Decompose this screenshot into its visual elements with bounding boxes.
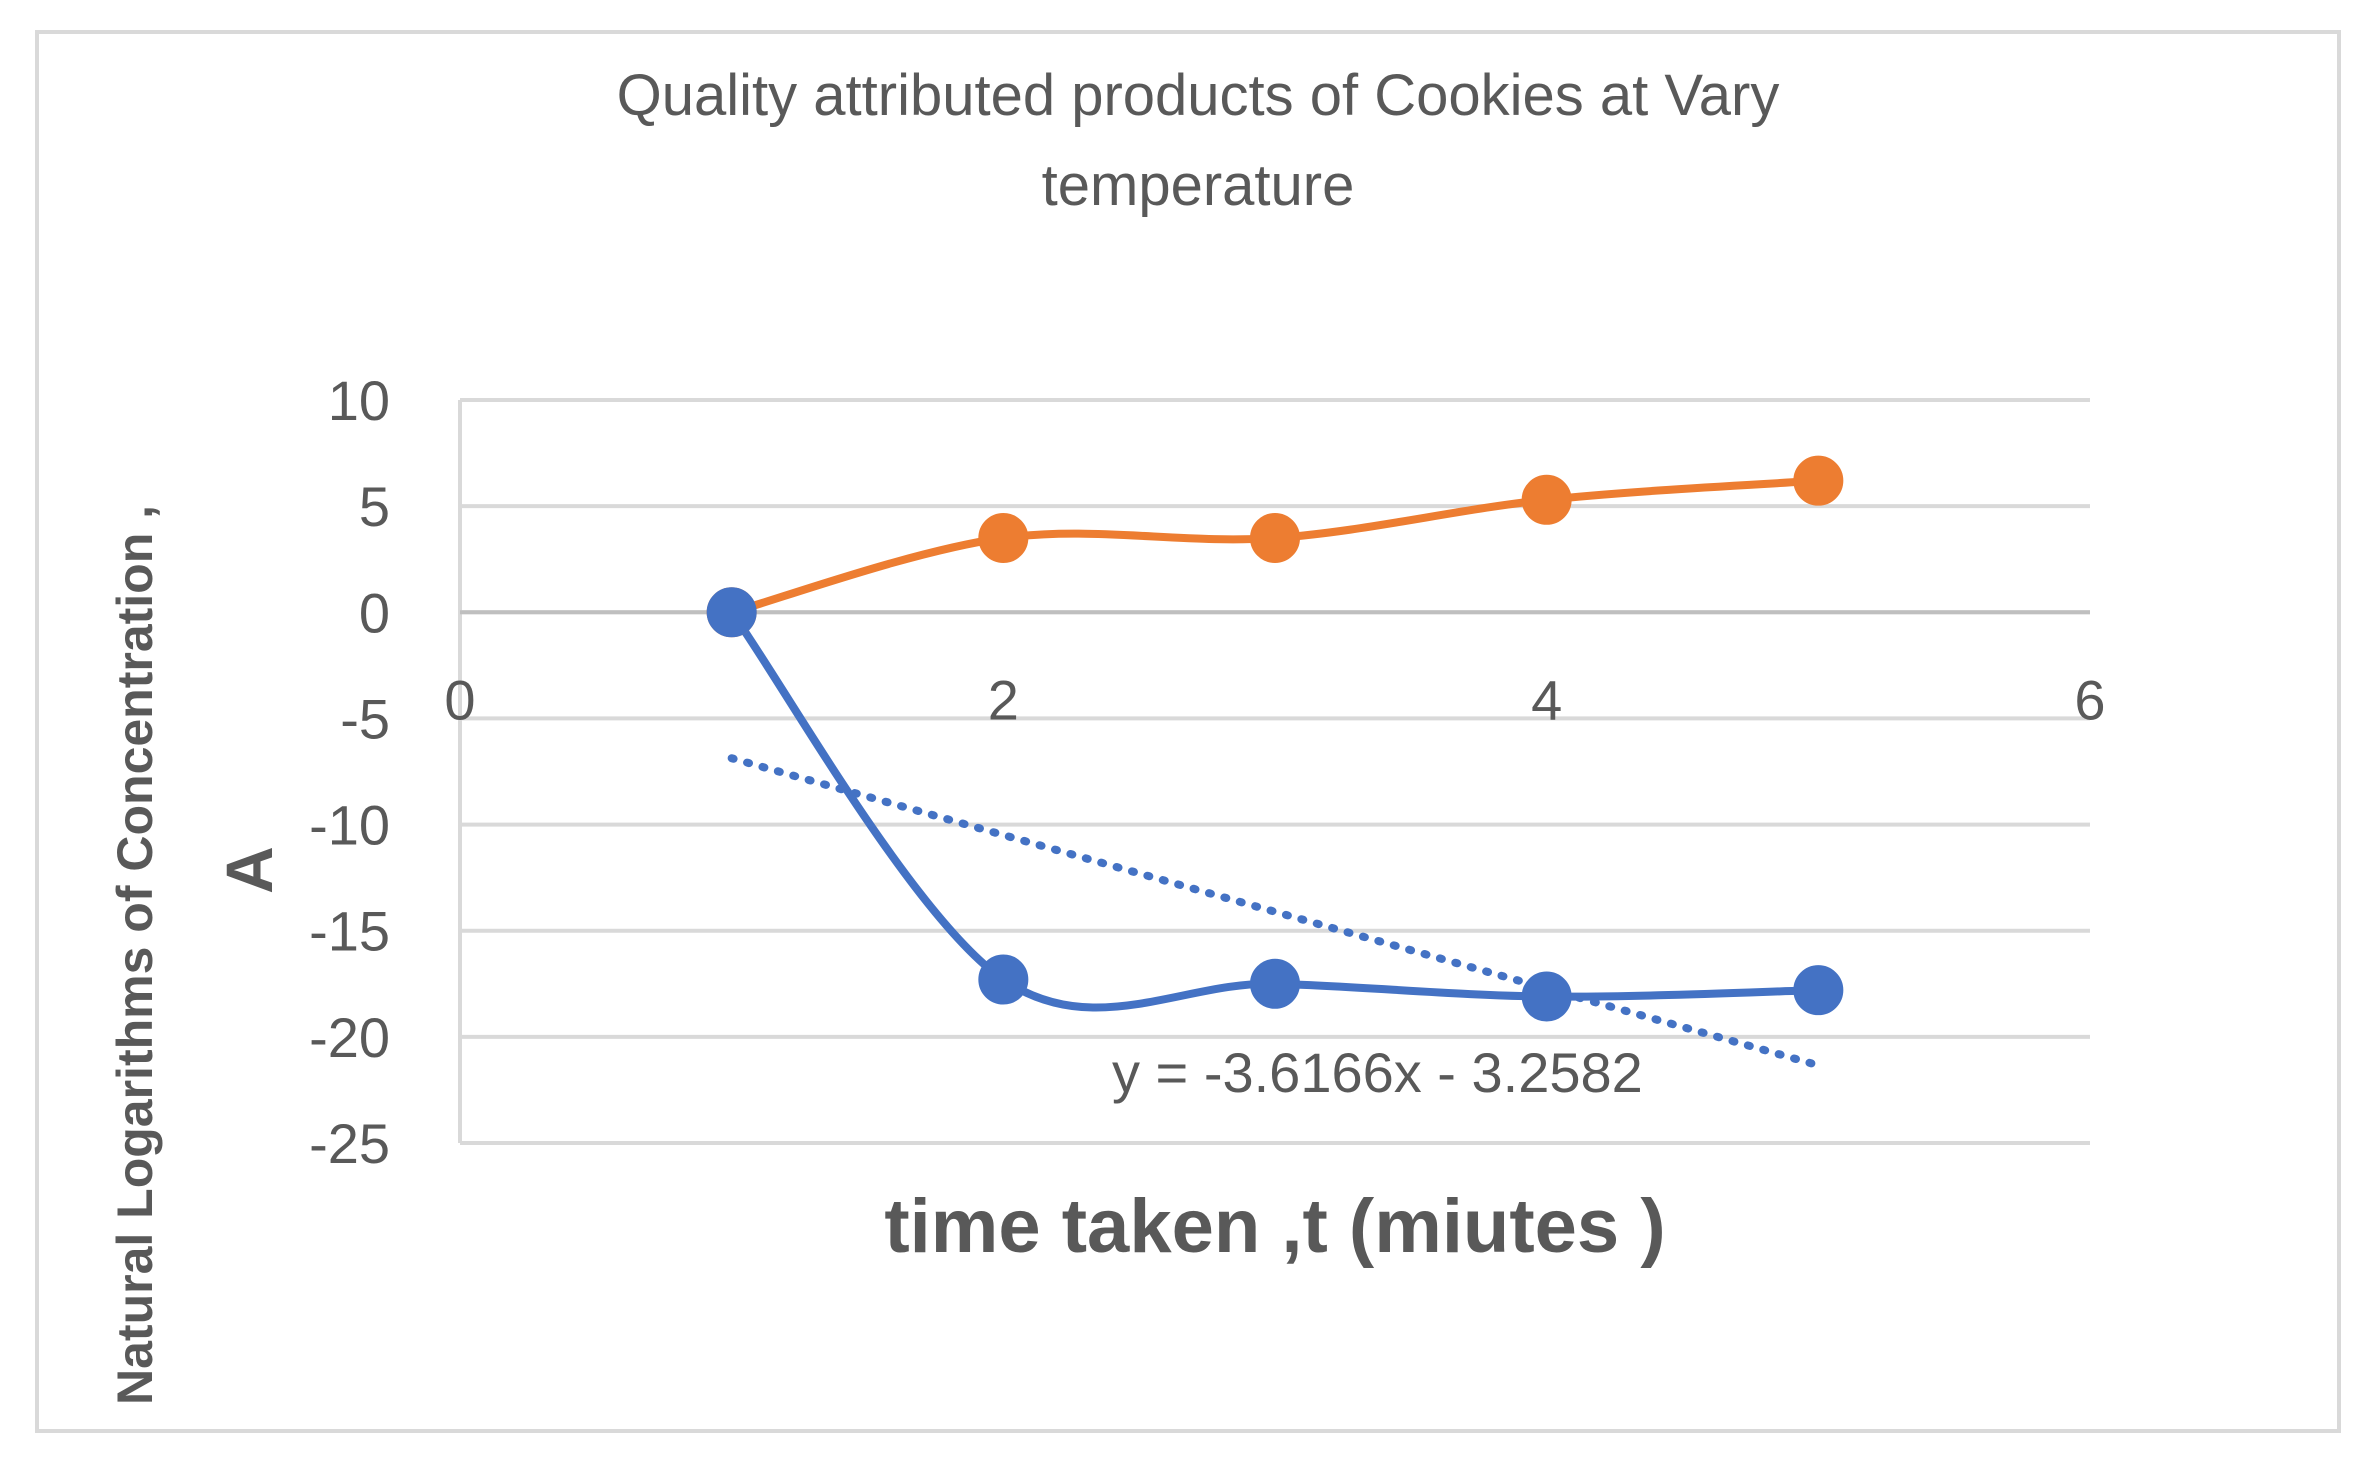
y-tick-label: -5 xyxy=(340,687,390,750)
y-axis-label-group-2: A xyxy=(212,846,286,894)
y-tick-label: -25 xyxy=(309,1112,390,1175)
x-tick-label: 2 xyxy=(988,668,1019,731)
axes xyxy=(458,400,2090,1143)
data-point-series-1 xyxy=(1793,455,1844,506)
data-point-series-1 xyxy=(978,512,1029,563)
points-layer xyxy=(706,455,1844,1022)
trendline-equation: y = -3.6166x - 3.2582 xyxy=(1112,1041,1643,1104)
data-point-series-2 xyxy=(1521,971,1572,1022)
data-point-series-2 xyxy=(1793,965,1844,1016)
data-point-series-2 xyxy=(1250,958,1300,1009)
chart-title-line-2: temperature xyxy=(1042,153,1355,218)
x-tick-labels: 0 2 4 6 xyxy=(444,668,2105,731)
gridlines xyxy=(460,398,2090,1145)
y-tick-label: -20 xyxy=(309,1006,390,1069)
trendline-layer xyxy=(727,754,1823,1070)
x-tick-label: 4 xyxy=(1531,668,1562,731)
y-axis-label-line-1: Natural Logarithms of Concentration , xyxy=(107,505,163,1405)
y-tick-label: -10 xyxy=(309,794,390,857)
trendline xyxy=(727,754,1823,1070)
x-axis-label: time taken ,t (miutes ) xyxy=(884,1184,1665,1269)
y-axis-label-group: Natural Logarithms of Concentration , xyxy=(107,505,163,1405)
y-tick-label: 5 xyxy=(359,475,390,538)
y-tick-label: -15 xyxy=(309,900,390,963)
chart-frame xyxy=(35,30,2341,1433)
y-tick-label: 0 xyxy=(359,581,390,644)
chart-title-line-1: Quality attributed products of Cookies a… xyxy=(617,63,1780,128)
data-point-series-2 xyxy=(706,587,757,638)
series-line-2 xyxy=(727,608,1823,1012)
x-tick-label: 6 xyxy=(2074,668,2105,731)
y-tick-labels: 10 5 0 -5 -10 -15 -20 -25 xyxy=(309,369,390,1175)
data-point-series-2 xyxy=(978,954,1029,1005)
y-tick-label: 10 xyxy=(328,369,390,432)
data-point-series-1 xyxy=(1250,512,1300,563)
x-tick-label: 0 xyxy=(444,668,475,731)
data-point-series-1 xyxy=(1521,474,1572,525)
y-axis-label-line-2: A xyxy=(212,846,286,894)
